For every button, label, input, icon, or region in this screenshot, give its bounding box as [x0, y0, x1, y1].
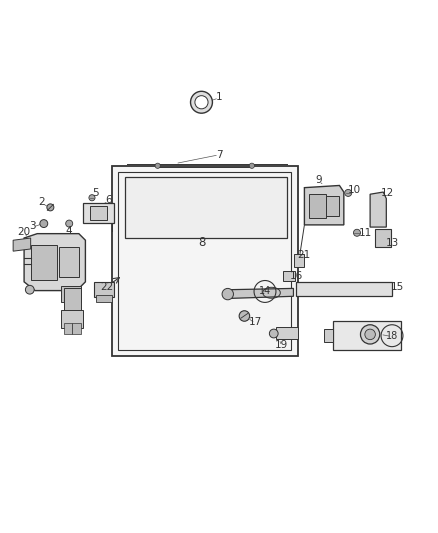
Circle shape	[40, 220, 48, 228]
Text: 1: 1	[215, 92, 223, 102]
Bar	[309, 194, 326, 219]
Bar	[326, 197, 339, 216]
Bar	[90, 206, 107, 220]
Text: 2: 2	[38, 197, 45, 207]
Text: 12: 12	[381, 188, 394, 198]
Bar	[296, 282, 392, 296]
Polygon shape	[13, 238, 31, 251]
Text: 20: 20	[18, 228, 31, 237]
Text: 6: 6	[105, 195, 112, 205]
Text: 7: 7	[215, 150, 223, 160]
Bar	[72, 324, 81, 334]
Circle shape	[345, 189, 352, 197]
Polygon shape	[375, 229, 391, 247]
Circle shape	[269, 329, 278, 338]
Bar	[83, 203, 114, 223]
Text: 17: 17	[249, 317, 262, 327]
Text: 11: 11	[359, 228, 372, 238]
Text: 3: 3	[29, 221, 36, 231]
Bar	[61, 310, 83, 328]
Polygon shape	[24, 233, 85, 290]
Polygon shape	[304, 185, 344, 225]
Polygon shape	[112, 166, 298, 356]
Circle shape	[353, 229, 360, 236]
Circle shape	[155, 163, 160, 168]
Text: 21: 21	[297, 249, 310, 260]
Polygon shape	[125, 177, 287, 238]
Text: 4: 4	[66, 225, 73, 236]
Circle shape	[365, 329, 375, 340]
Text: 8: 8	[198, 236, 205, 249]
Circle shape	[47, 204, 54, 211]
Bar	[283, 271, 295, 280]
Text: 19: 19	[275, 341, 288, 350]
Bar	[61, 286, 81, 302]
Bar	[64, 288, 81, 317]
Text: 13: 13	[385, 238, 399, 248]
Polygon shape	[370, 192, 386, 227]
Bar	[59, 247, 79, 278]
Text: 10: 10	[348, 185, 361, 195]
Text: 18: 18	[386, 330, 398, 341]
Circle shape	[66, 220, 73, 227]
Bar	[96, 295, 112, 302]
Circle shape	[249, 163, 254, 168]
Circle shape	[25, 285, 34, 294]
Circle shape	[191, 91, 212, 113]
Text: 22: 22	[101, 282, 114, 292]
Bar	[31, 245, 57, 280]
Circle shape	[89, 195, 95, 201]
Bar	[333, 321, 401, 350]
Text: 5: 5	[92, 188, 99, 198]
Polygon shape	[228, 288, 293, 298]
Bar	[276, 327, 298, 339]
Bar	[294, 254, 304, 266]
Circle shape	[195, 96, 208, 109]
Text: 14: 14	[259, 286, 271, 296]
Circle shape	[360, 325, 380, 344]
Circle shape	[239, 311, 250, 321]
Text: 16: 16	[290, 271, 303, 281]
Circle shape	[222, 288, 233, 300]
Text: 15: 15	[391, 282, 404, 292]
Bar	[64, 324, 72, 334]
Text: 9: 9	[315, 175, 322, 185]
Bar	[94, 282, 114, 297]
Bar	[324, 329, 333, 342]
